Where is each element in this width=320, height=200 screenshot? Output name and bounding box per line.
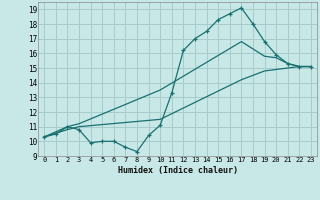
X-axis label: Humidex (Indice chaleur): Humidex (Indice chaleur): [118, 166, 238, 175]
